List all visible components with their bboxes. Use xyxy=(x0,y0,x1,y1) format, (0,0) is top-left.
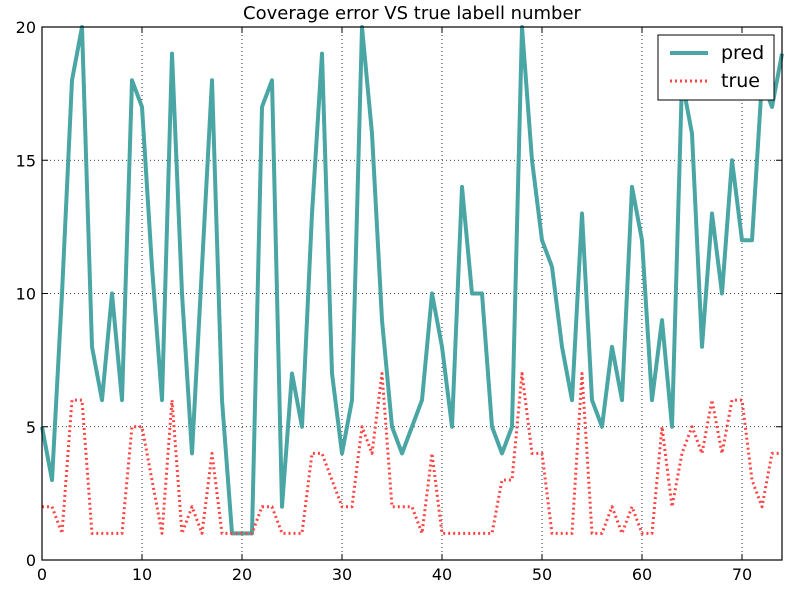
axis-ticks: 0 10 20 30 40 50 60 70 0 5 10 15 20 xyxy=(16,18,782,584)
x-tick-label: 10 xyxy=(132,565,152,584)
y-tick-label: 5 xyxy=(26,418,36,437)
x-tick-label: 60 xyxy=(632,565,652,584)
x-tick-label: 50 xyxy=(532,565,552,584)
x-tick-label: 30 xyxy=(332,565,352,584)
x-tick-label: 20 xyxy=(232,565,252,584)
y-tick-label: 15 xyxy=(16,151,36,170)
y-tick-label: 0 xyxy=(26,551,36,570)
legend-pred-label: pred xyxy=(721,42,764,64)
series-line-true xyxy=(42,371,782,535)
y-tick-label: 10 xyxy=(16,285,36,304)
x-tick-label: 70 xyxy=(732,565,752,584)
x-tick-label: 40 xyxy=(432,565,452,584)
chart-title: Coverage error VS true labell number xyxy=(243,3,581,24)
legend-true-label: true xyxy=(721,70,760,92)
legend: pred true xyxy=(657,34,775,101)
series-lines xyxy=(40,25,784,536)
series-line-pred xyxy=(40,25,784,536)
y-tick-label: 20 xyxy=(16,18,36,37)
legend-box xyxy=(657,34,775,101)
x-tick-label: 0 xyxy=(37,565,47,584)
